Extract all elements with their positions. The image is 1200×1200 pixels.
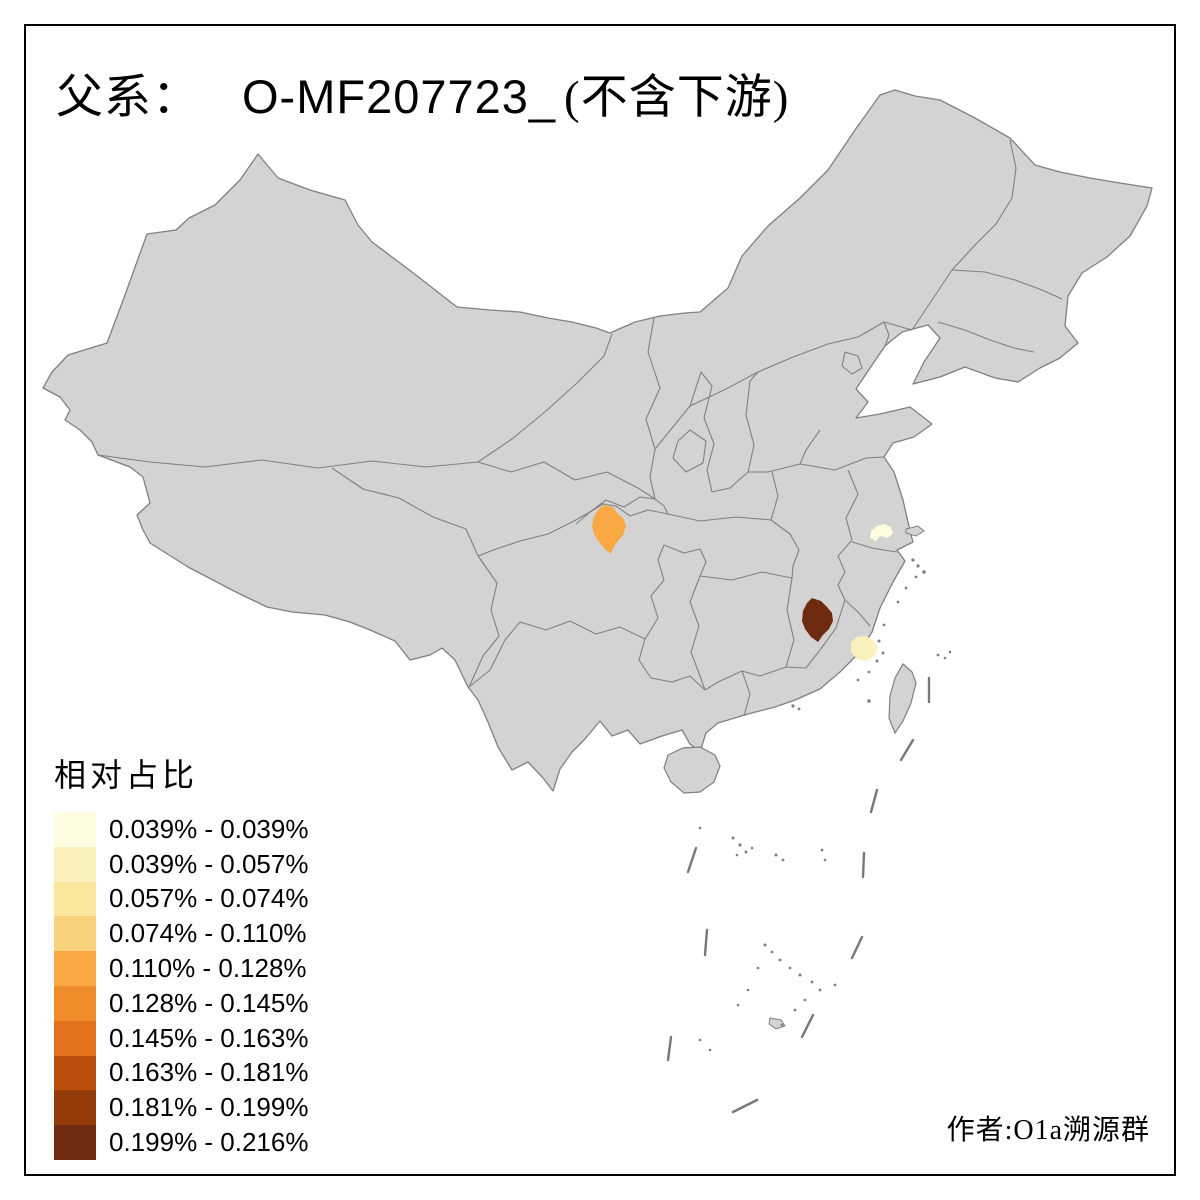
legend-swatch-8 (54, 1055, 96, 1091)
legend-title: 相对占比 (54, 757, 199, 793)
legend-row: 0.039% - 0.039% (54, 812, 308, 847)
legend-row: 0.074% - 0.110% (54, 916, 308, 952)
legend-swatch-5 (54, 951, 96, 986)
legend-swatch-3 (54, 881, 96, 917)
title-prefix: 父系： (56, 72, 200, 124)
highlighted-regions (592, 505, 893, 661)
highlight-region-east-coast (870, 524, 893, 541)
highlight-region-west (592, 505, 626, 554)
title-suffix: (不含下游) (564, 72, 790, 124)
legend-label-8: 0.163% - 0.181% (109, 1057, 309, 1088)
spratly-islet (768, 1017, 786, 1030)
legend-row: 0.039% - 0.057% (54, 846, 309, 882)
legend-row: 0.199% - 0.216% (54, 1125, 308, 1160)
legend-swatch-1 (54, 812, 96, 847)
legend-row: 0.128% - 0.145% (54, 985, 309, 1021)
legend-row: 0.163% - 0.181% (54, 1055, 309, 1091)
highlight-region-southeast-inland (802, 598, 833, 642)
map-title: 父系： O-MF207723_ (不含下游) (56, 58, 789, 127)
legend-row: 0.181% - 0.199% (54, 1090, 309, 1126)
title-haplogroup: O-MF207723_ (242, 70, 557, 123)
legend-swatch-7 (54, 1020, 96, 1056)
legend-label-4: 0.074% - 0.110% (109, 918, 307, 949)
small-islands (698, 558, 952, 1052)
hainan-island (663, 746, 721, 794)
taiwan-island (888, 663, 917, 735)
author-credit: 作者:O1a溯源群 (946, 1115, 1150, 1146)
legend-swatch-10 (54, 1125, 96, 1160)
legend-swatch-6 (54, 985, 96, 1021)
legend-label-2: 0.039% - 0.057% (109, 848, 309, 879)
legend-label-7: 0.145% - 0.163% (109, 1022, 309, 1053)
legend-label-10: 0.199% - 0.216% (109, 1127, 309, 1158)
legend-row: 0.145% - 0.163% (54, 1020, 309, 1056)
chongming-island (905, 525, 925, 537)
mainland-outline (42, 89, 1153, 792)
legend-label-9: 0.181% - 0.199% (109, 1092, 309, 1123)
nine-dash-line (666, 676, 931, 1114)
legend-label-1: 0.039% - 0.039% (109, 813, 309, 844)
highlight-region-southeast-coast (851, 636, 878, 661)
legend-swatch-9 (54, 1090, 96, 1126)
province-borders (97, 139, 1063, 717)
legend-row: 0.057% - 0.074% (54, 881, 309, 917)
legend-row: 0.110% - 0.128% (54, 951, 308, 986)
legend-label-5: 0.110% - 0.128% (109, 953, 307, 984)
legend-swatch-2 (54, 846, 96, 882)
legend: 相对占比 0.039% - 0.039% 0.039% - 0.057% 0.0… (54, 750, 308, 1160)
legend-swatch-4 (54, 916, 96, 952)
legend-label-3: 0.057% - 0.074% (109, 883, 309, 914)
legend-label-6: 0.128% - 0.145% (109, 987, 309, 1018)
